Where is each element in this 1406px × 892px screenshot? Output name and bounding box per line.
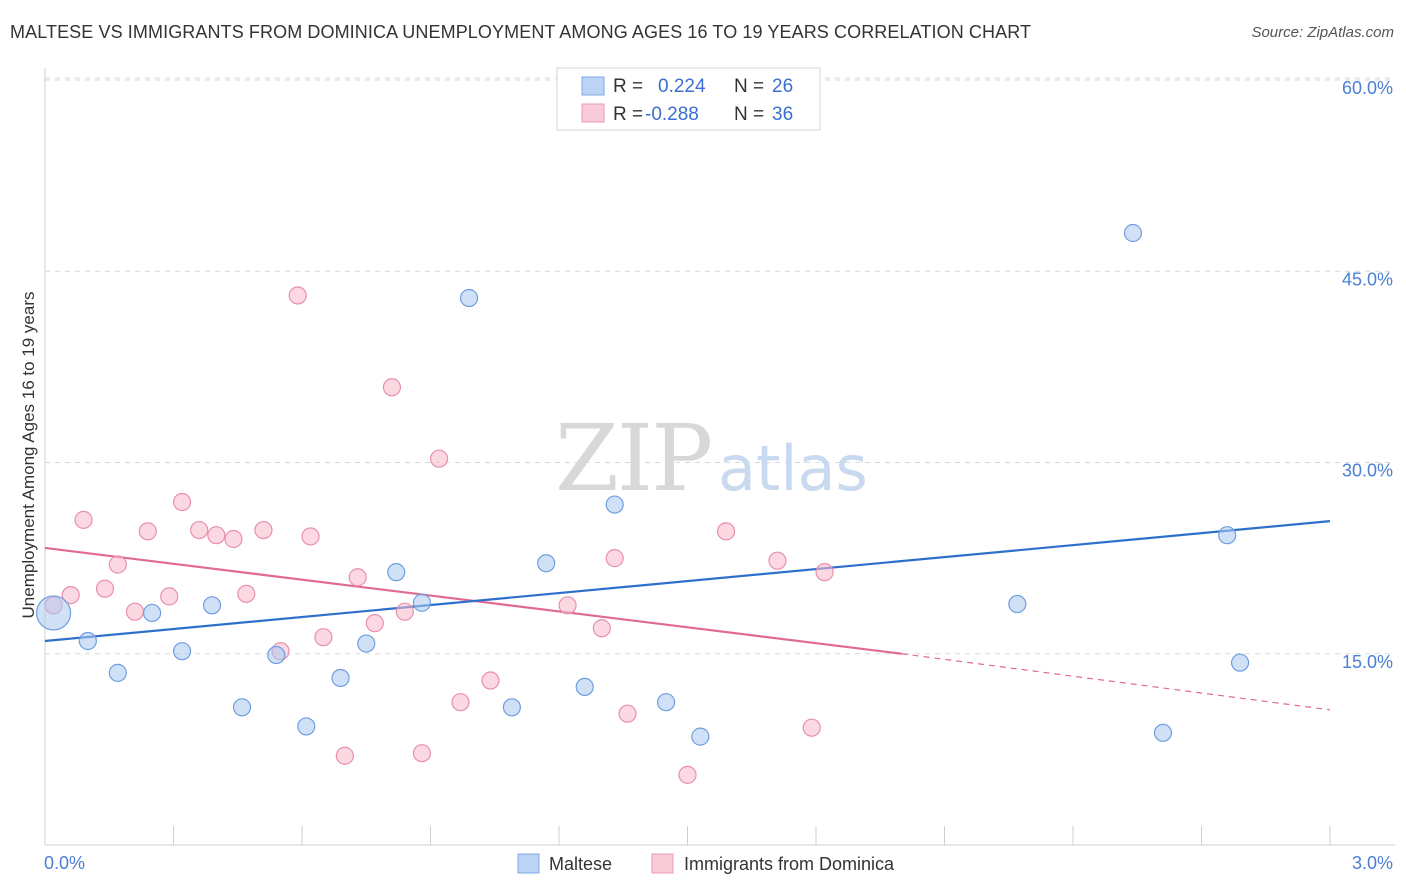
dominica-point — [605, 549, 624, 568]
dominica-point — [74, 510, 93, 529]
dominica-point — [160, 587, 179, 606]
legend-n-value-1: 26 — [772, 76, 793, 97]
legend-n-label-2: N = — [734, 104, 764, 125]
bottom-legend: Maltese Immigrants from Dominica — [517, 853, 895, 874]
maltese-point — [108, 663, 127, 682]
maltese-point — [1008, 594, 1027, 614]
blue-trend-group — [44, 520, 1331, 643]
y-tick-labels: 15.0% 30.0% 45.0% 60.0% — [1342, 78, 1393, 672]
dominica-point — [207, 526, 226, 545]
x-tick-marks — [173, 826, 1331, 845]
maltese-point — [35, 595, 72, 631]
dominica-point — [108, 555, 127, 574]
maltese-point — [691, 727, 710, 746]
dominica-point — [481, 671, 500, 690]
maltese-point — [1123, 223, 1143, 243]
legend-n-label-1: N = — [734, 76, 764, 97]
dominica-point — [618, 704, 637, 723]
bottom-legend-maltese: Maltese — [549, 854, 612, 874]
chart-title: MALTESE VS IMMIGRANTS FROM DOMINICA UNEM… — [10, 22, 1032, 42]
legend-swatch-dominica — [581, 103, 605, 123]
dominica-point — [138, 522, 157, 541]
dominica-point — [558, 596, 577, 615]
dominica-point — [254, 520, 273, 540]
blue-points-group — [35, 109, 1250, 746]
y-tick-label-60: 60.0% — [1342, 78, 1393, 98]
dominica-point — [429, 449, 449, 468]
dominica-point — [815, 563, 834, 582]
maltese-point — [1230, 653, 1250, 672]
dominica-point — [314, 628, 333, 647]
legend-r-label-2: R = — [613, 104, 643, 125]
maltese-point — [142, 603, 162, 623]
dominica-point — [802, 718, 821, 737]
pink-trend-group — [44, 546, 1331, 711]
watermark-atlas: atlas — [718, 432, 868, 505]
dominica-point — [335, 746, 354, 765]
dominica-point — [95, 579, 115, 598]
trend-line-maltese — [44, 520, 1331, 643]
dominica-point — [348, 568, 367, 587]
dominica-point — [451, 693, 470, 712]
y-tick-label-30: 30.0% — [1342, 461, 1393, 481]
maltese-point — [331, 668, 350, 688]
maltese-point — [502, 698, 521, 717]
watermark-zip: ZIP — [555, 405, 711, 512]
bottom-legend-swatch-maltese — [517, 853, 540, 874]
legend-box: R = 0.224 N = 26 R = -0.288 N = 36 — [556, 67, 821, 131]
maltese-point — [78, 631, 97, 651]
legend-r-label-1: R = — [613, 76, 643, 97]
maltese-point — [1153, 723, 1173, 742]
watermark: ZIP atlas — [555, 405, 868, 512]
dominica-point — [224, 529, 243, 549]
bottom-legend-dominica: Immigrants from Dominica — [684, 854, 895, 874]
dominica-point — [237, 584, 256, 603]
maltese-point — [1218, 526, 1237, 545]
dominica-point — [172, 492, 192, 512]
y-tick-label-15: 15.0% — [1342, 652, 1393, 672]
maltese-point — [297, 717, 316, 736]
maltese-point — [202, 596, 222, 615]
maltese-point — [575, 677, 594, 697]
y-axis-label: Unemployment Among Ages 16 to 19 years — [19, 292, 38, 619]
maltese-point — [459, 288, 479, 308]
dominica-point — [395, 602, 414, 621]
x-tick-label-min: 0.0% — [44, 853, 85, 873]
maltese-point — [412, 593, 432, 612]
maltese-point — [387, 563, 406, 582]
source-credit: Source: ZipAtlas.com — [1251, 24, 1394, 41]
maltese-point — [656, 693, 676, 712]
dominica-point — [288, 286, 307, 305]
dominica-point — [301, 527, 320, 546]
dominica-point — [190, 520, 209, 540]
bottom-legend-swatch-dominica — [651, 853, 674, 874]
legend-r-value-2: -0.288 — [645, 104, 699, 125]
legend-swatch-maltese — [581, 76, 605, 96]
maltese-point — [357, 634, 376, 653]
legend-n-value-2: 36 — [772, 104, 793, 125]
maltese-point — [172, 642, 192, 661]
dominica-point — [678, 765, 697, 784]
dominica-point — [61, 585, 80, 605]
dominica-point — [365, 614, 384, 633]
dominica-point — [592, 619, 611, 638]
maltese-point — [267, 645, 286, 665]
dominica-point — [412, 744, 432, 763]
dominica-point — [382, 378, 402, 397]
x-tick-label-max: 3.0% — [1352, 853, 1393, 873]
legend-r-value-1: 0.224 — [658, 76, 706, 97]
trend-line-dominica-extension — [901, 653, 1331, 711]
pink-points-group — [44, 286, 834, 784]
dominica-point — [716, 522, 736, 541]
dominica-point — [125, 602, 145, 621]
maltese-point — [537, 554, 556, 573]
grid-lines — [45, 77, 1395, 655]
maltese-point — [232, 698, 252, 717]
dominica-point — [768, 551, 787, 570]
maltese-point — [605, 495, 624, 514]
y-tick-label-45: 45.0% — [1342, 269, 1393, 289]
